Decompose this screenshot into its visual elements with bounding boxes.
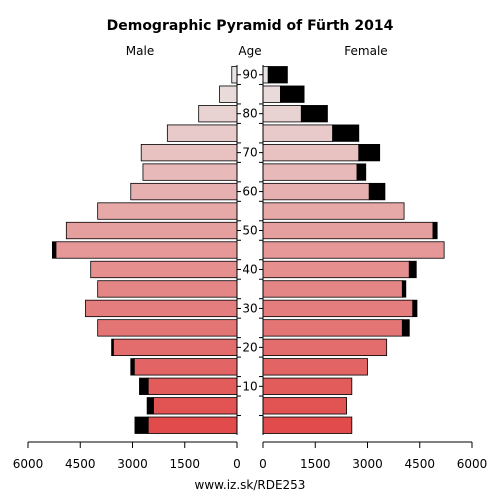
female-x-tick-label: 3000 [352, 457, 383, 471]
male-bar [55, 241, 238, 259]
male-excess-bar [130, 358, 135, 376]
female-bar [262, 124, 334, 142]
female-bar [262, 66, 269, 84]
age-tick-label: 80 [242, 107, 257, 121]
female-bar [262, 182, 370, 201]
female-bar [262, 143, 360, 162]
female-bar [262, 202, 405, 220]
male-bar [85, 299, 238, 318]
male-bar [97, 280, 238, 298]
female-excess-bar [401, 319, 410, 337]
female-bar [262, 85, 281, 103]
female-excess-bar [432, 221, 438, 240]
age-tick-label: 30 [242, 301, 257, 315]
male-bar [198, 105, 238, 123]
male-excess-bar [51, 241, 57, 259]
male-bar [231, 66, 238, 84]
male-x-tick-label: 4500 [65, 457, 96, 471]
male-bar [65, 221, 238, 240]
age-tick-label: 40 [242, 262, 257, 276]
male-bar [152, 397, 238, 415]
bars-group [51, 66, 445, 434]
age-tick-label: 50 [242, 224, 257, 238]
male-bar [97, 202, 238, 220]
male-bar [147, 416, 238, 434]
male-bar [130, 182, 238, 201]
male-excess-bar [146, 397, 154, 415]
male-bar [140, 143, 238, 162]
source-footer: www.iz.sk/RDE253 [195, 478, 306, 492]
age-tick-label: 60 [242, 185, 257, 199]
male-excess-bar [111, 338, 114, 357]
female-excess-bar [332, 124, 360, 142]
female-bar [262, 358, 368, 376]
male-label: Male [126, 44, 154, 58]
male-x-tick-label: 3000 [117, 457, 148, 471]
male-x-tick-label: 6000 [13, 457, 44, 471]
age-tick-label: 90 [242, 68, 257, 82]
female-bar [262, 260, 410, 279]
male-bar [166, 124, 238, 142]
male-bar [219, 85, 238, 103]
male-excess-bar [134, 416, 149, 434]
chart-title: Demographic Pyramid of Fürth 2014 [107, 18, 394, 34]
female-label: Female [344, 44, 387, 58]
male-excess-bar [139, 377, 149, 395]
female-bar [262, 338, 388, 357]
age-tick-label: 70 [242, 146, 257, 160]
female-x-tick-label: 6000 [457, 457, 488, 471]
female-bar [262, 377, 353, 395]
male-x-tick-label: 1500 [169, 457, 200, 471]
female-bar [262, 221, 434, 240]
female-bar [262, 397, 347, 415]
age-label: Age [238, 44, 261, 58]
female-excess-bar [300, 105, 328, 123]
female-x-tick-label: 0 [259, 457, 267, 471]
age-tick-label: 20 [242, 340, 257, 354]
axes-group: 0 0 1500 1500 3000 3000 4500 4500 6000 6000 10 20 30… [13, 65, 488, 471]
male-bar [97, 319, 238, 337]
male-bar [90, 260, 238, 279]
female-excess-bar [280, 85, 305, 103]
female-x-tick-label: 1500 [300, 457, 331, 471]
female-excess-bar [358, 143, 381, 162]
male-bar [147, 377, 238, 395]
female-excess-bar [412, 299, 418, 318]
female-excess-bar [356, 163, 367, 181]
male-bar [142, 163, 238, 181]
female-bar [262, 299, 414, 318]
age-tick-label: 10 [242, 379, 257, 393]
female-bar [262, 280, 403, 298]
female-x-tick-label: 4500 [404, 457, 435, 471]
male-x-tick-label: 0 [233, 457, 241, 471]
male-bar [133, 358, 238, 376]
female-bar [262, 163, 358, 181]
male-bar [112, 338, 238, 357]
female-excess-bar [267, 66, 288, 84]
female-excess-bar [401, 280, 407, 298]
female-bar [262, 416, 353, 434]
female-excess-bar [408, 260, 417, 279]
female-excess-bar [368, 182, 386, 201]
female-bar [262, 105, 302, 123]
female-bar [262, 319, 403, 337]
female-bar [262, 241, 445, 259]
